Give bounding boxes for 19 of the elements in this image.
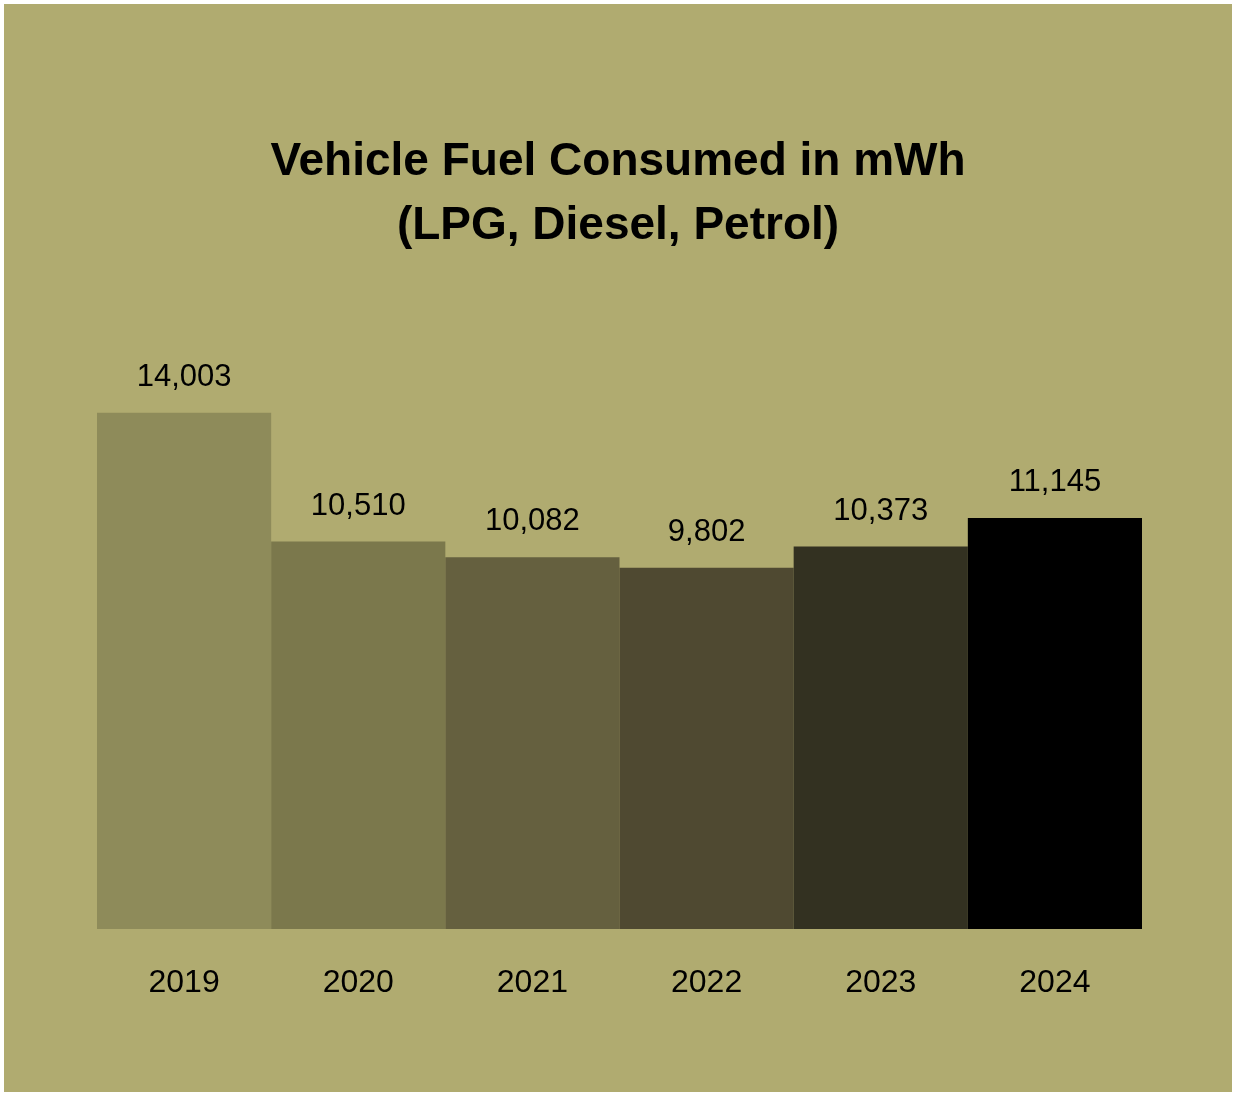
data-label: 9,802 xyxy=(667,512,746,548)
chart-title: Vehicle Fuel Consumed in mWh (LPG, Diesel, Petrol) xyxy=(270,133,966,249)
data-label: 10,373 xyxy=(833,491,929,527)
bar xyxy=(793,546,968,929)
data-label: 11,145 xyxy=(1008,463,1102,499)
bar xyxy=(967,518,1142,929)
data-label: 10,082 xyxy=(485,502,580,538)
x-tick-label: 2024 xyxy=(1019,963,1091,999)
bar xyxy=(445,557,620,929)
data-label: 14,003 xyxy=(136,357,232,393)
bar xyxy=(97,412,272,929)
x-tick-label: 2023 xyxy=(845,963,917,999)
x-tick-label: 2019 xyxy=(148,963,220,999)
x-tick-label: 2021 xyxy=(496,963,569,999)
bar xyxy=(619,567,794,929)
bar xyxy=(271,541,446,929)
x-tick-label: 2020 xyxy=(322,963,394,999)
data-label: 10,510 xyxy=(310,486,406,522)
x-tick-label: 2022 xyxy=(670,963,743,999)
